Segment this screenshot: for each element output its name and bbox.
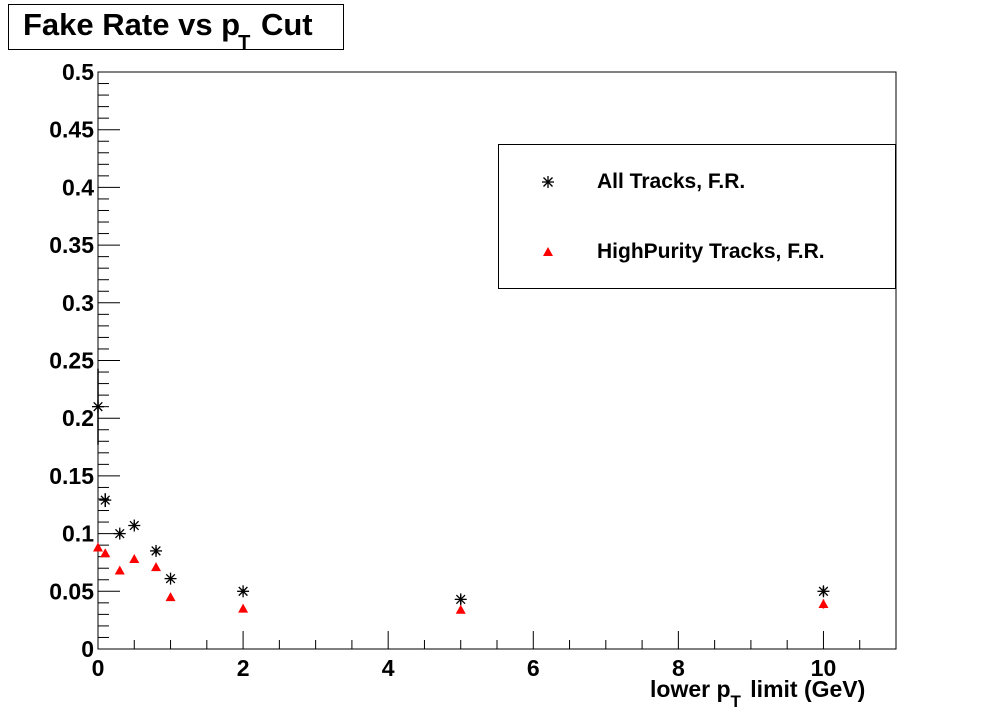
data-point-triangle <box>238 603 249 613</box>
data-point-triangle <box>165 592 176 602</box>
chart-title-box: Fake Rate vs pT Cut <box>8 4 344 54</box>
x-tick-label: 10 <box>811 655 837 681</box>
x-tick-label: 2 <box>237 655 250 681</box>
data-point-triangle <box>114 565 125 575</box>
legend: All Tracks, F.R. HighPurity Tracks, F.R. <box>498 144 896 289</box>
data-point-asterisk <box>164 572 177 585</box>
x-tick-label: 0 <box>92 655 105 681</box>
y-tick-label: 0.45 <box>49 117 94 143</box>
data-point-asterisk <box>128 519 141 532</box>
data-point-asterisk <box>454 593 467 606</box>
x-tick-label: 4 <box>382 655 395 681</box>
data-point-triangle <box>455 604 466 614</box>
data-point-asterisk <box>113 527 126 540</box>
y-tick-label: 0.3 <box>62 290 94 316</box>
triangle-marker-icon <box>543 247 553 256</box>
y-tick-label: 0.15 <box>49 463 94 489</box>
data-point-triangle <box>151 562 162 572</box>
chart-title: Fake Rate vs pT Cut <box>23 7 313 54</box>
data-point-triangle <box>129 553 140 563</box>
data-point-triangle <box>100 548 111 558</box>
data-point-asterisk <box>150 544 163 557</box>
y-tick-label: 0.25 <box>49 348 94 374</box>
data-point-triangle <box>818 598 829 608</box>
asterisk-marker-icon <box>542 176 554 188</box>
y-tick-label: 0.5 <box>62 59 94 85</box>
data-point-asterisk <box>817 585 830 598</box>
data-point-asterisk <box>237 585 250 598</box>
legend-label-highpurity: HighPurity Tracks, F.R. <box>597 240 825 263</box>
y-tick-label: 0.4 <box>62 174 94 200</box>
data-point-triangle <box>93 542 103 552</box>
y-tick-label: 0.2 <box>62 405 94 431</box>
x-axis-label: lower pT limit (GeV) <box>650 676 866 711</box>
y-tick-label: 0.35 <box>49 232 94 258</box>
x-tick-label: 8 <box>672 655 685 681</box>
data-point-asterisk <box>92 400 104 413</box>
legend-label-all-tracks: All Tracks, F.R. <box>597 170 746 193</box>
data-point-asterisk <box>99 494 112 507</box>
y-tick-label: 0.05 <box>49 578 94 604</box>
y-tick-label: 0 <box>81 636 94 662</box>
y-tick-label: 0.1 <box>62 521 94 547</box>
x-tick-label: 6 <box>527 655 540 681</box>
